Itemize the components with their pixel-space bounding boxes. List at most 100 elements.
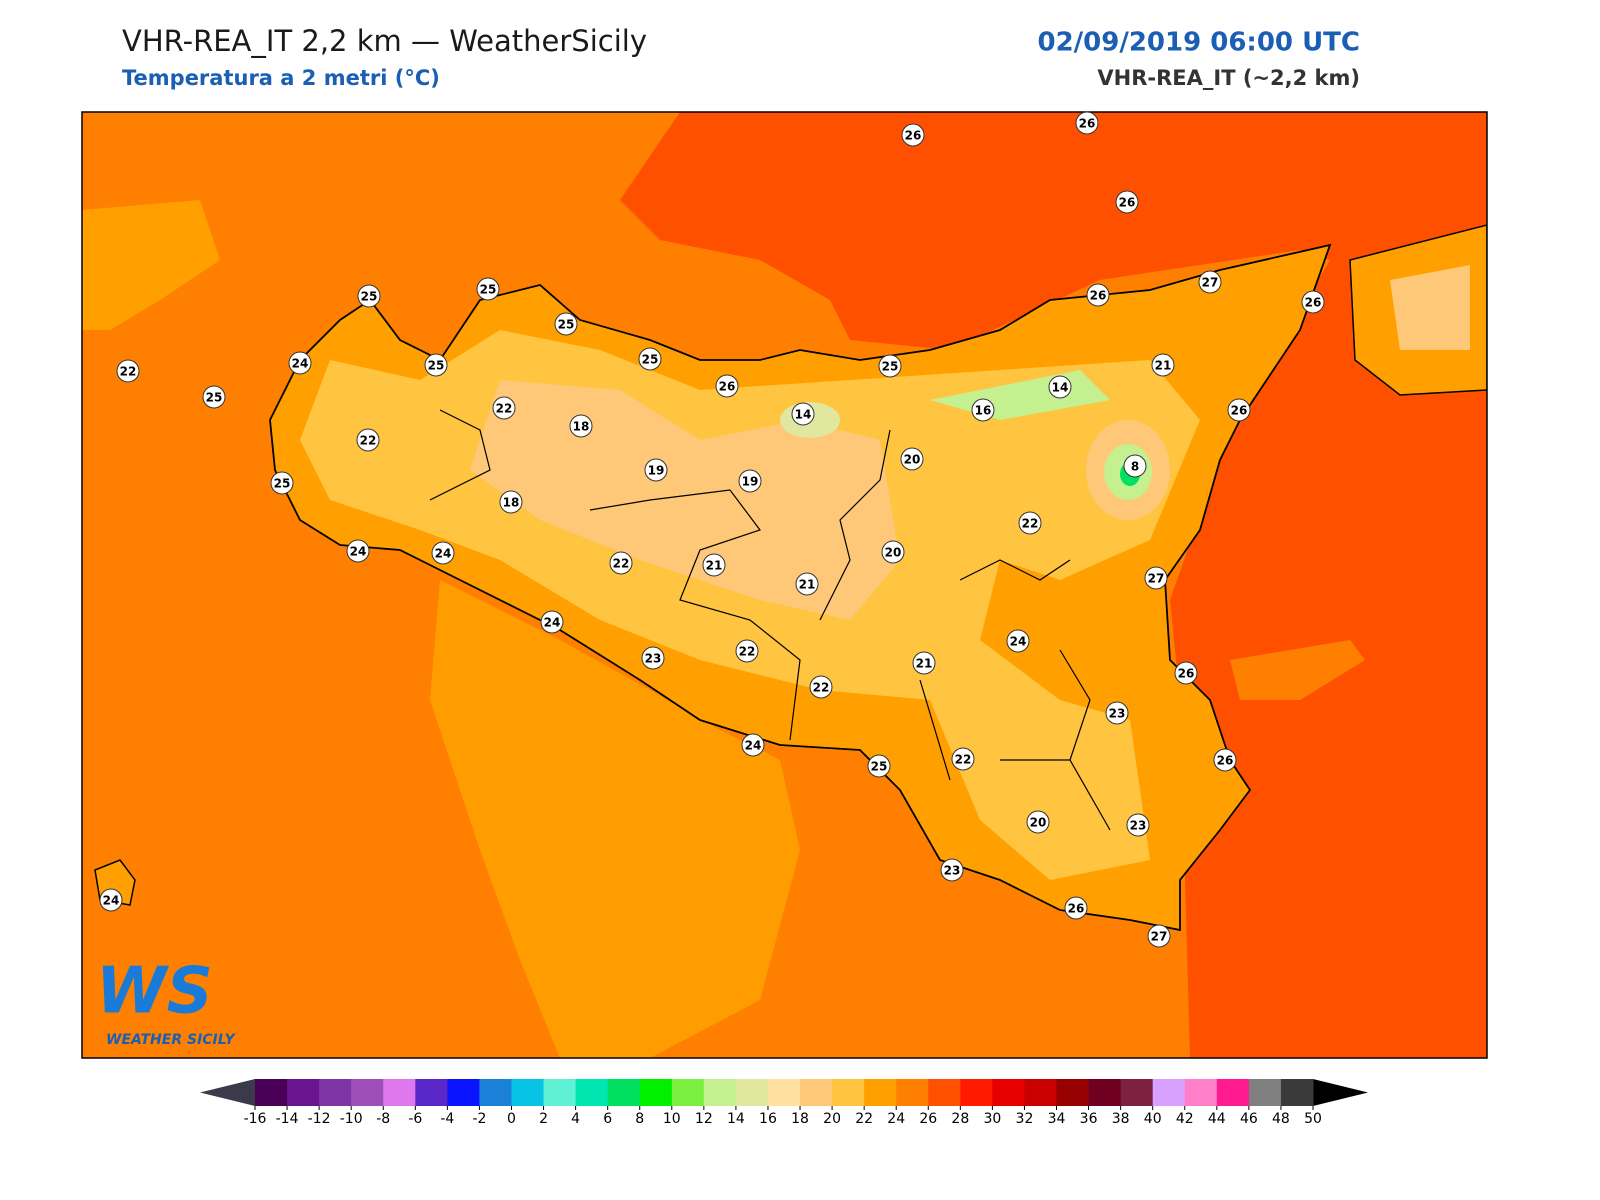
station-marker	[867, 754, 891, 778]
calabria-inland	[1390, 265, 1470, 350]
station-value: 26	[1217, 754, 1234, 768]
colorbar-tick-label: 8	[635, 1111, 644, 1127]
colorbar-box	[479, 1079, 512, 1106]
land-patch	[82, 200, 220, 330]
colorbar-box	[511, 1079, 545, 1106]
colorbar-box	[864, 1079, 897, 1106]
station-value: 22	[739, 645, 756, 659]
colorbar-tick-label: 2	[539, 1111, 548, 1127]
station-value: 22	[496, 402, 513, 416]
station-value: 26	[1305, 296, 1322, 310]
station-marker	[1144, 566, 1168, 590]
colorbar-tick-label: 32	[1016, 1111, 1034, 1127]
colorbar-box	[1152, 1079, 1186, 1106]
station-value: 19	[648, 464, 665, 478]
colorbar-box	[1248, 1079, 1282, 1106]
station-marker	[357, 284, 381, 308]
station-marker	[492, 396, 516, 420]
sea-patch	[1230, 640, 1365, 700]
colorbar-tick-label: 38	[1112, 1111, 1130, 1127]
colorbar-tick-label: 44	[1208, 1111, 1226, 1127]
colorbar-tick-label: -12	[308, 1111, 331, 1127]
station-value: 22	[120, 365, 137, 379]
station-value: 24	[745, 739, 762, 753]
colorbar-box	[543, 1079, 577, 1106]
station-marker	[476, 277, 500, 301]
colorbar-box	[607, 1079, 641, 1106]
colorbar-tick-label: -16	[244, 1111, 267, 1127]
colorbar-tick-label: -14	[276, 1111, 299, 1127]
colorbar-tick-label: -4	[440, 1111, 454, 1127]
station-value: 27	[1202, 276, 1219, 290]
station-marker	[702, 553, 726, 577]
station-value: 23	[1109, 707, 1126, 721]
station-value: 22	[1022, 517, 1039, 531]
colorbar-box	[671, 1079, 705, 1106]
map-area	[82, 112, 1487, 1058]
station-marker	[940, 858, 964, 882]
station-value: 22	[813, 681, 830, 695]
station-value: 25	[361, 290, 378, 304]
colorbar-box	[1280, 1079, 1314, 1106]
station-marker	[99, 888, 123, 912]
colorbar-box	[896, 1079, 929, 1106]
colorbar-tick-label: -8	[376, 1111, 390, 1127]
colorbar-tick-label: 0	[507, 1111, 516, 1127]
station-value: 22	[360, 434, 377, 448]
model: VHR-REA_IT (~2,2 km)	[1097, 66, 1360, 90]
station-value: 24	[435, 547, 452, 561]
colorbar-box	[1056, 1079, 1090, 1106]
station-value: 18	[503, 496, 520, 510]
colorbar-box	[767, 1079, 801, 1106]
colorbar-tick-label: 4	[571, 1111, 580, 1127]
station-marker	[641, 646, 665, 670]
station-marker	[499, 490, 523, 514]
station-marker	[1115, 190, 1139, 214]
colorbar-box	[1024, 1079, 1058, 1106]
colorbar-tick-label: 46	[1240, 1111, 1258, 1127]
colorbar-box	[1184, 1079, 1218, 1106]
station-marker	[1198, 270, 1222, 294]
station-value: 16	[975, 404, 992, 418]
colorbar-tick-label: 18	[791, 1111, 809, 1127]
colorbar-tick-label: 10	[663, 1111, 681, 1127]
station-value: 21	[706, 559, 723, 573]
station-marker	[638, 347, 662, 371]
colorbar-box	[1120, 1079, 1154, 1106]
colorbar-box	[351, 1079, 384, 1106]
station-marker	[738, 469, 762, 493]
colorbar-tick-label: -6	[408, 1111, 422, 1127]
colorbar-tick-label: 48	[1272, 1111, 1290, 1127]
colorbar-tick-label: 26	[919, 1111, 937, 1127]
station-marker	[1105, 701, 1129, 725]
colorbar-tick-label: 20	[823, 1111, 841, 1127]
station-value: 24	[350, 545, 367, 559]
colorbar-tick-label: -2	[472, 1111, 486, 1127]
station-value: 24	[292, 357, 309, 371]
station-marker	[878, 354, 902, 378]
station-marker	[1086, 283, 1110, 307]
subtitle: Temperatura a 2 metri (°C)	[122, 66, 440, 90]
station-marker	[346, 539, 370, 563]
station-marker	[116, 359, 140, 383]
station-value: 22	[613, 557, 630, 571]
colorbar-box	[319, 1079, 352, 1106]
station-value: 14	[795, 408, 812, 422]
station-marker	[951, 747, 975, 771]
warm-sea	[620, 112, 1487, 1058]
station-marker	[715, 374, 739, 398]
colorbar-tick-label: 36	[1080, 1111, 1098, 1127]
station-value: 21	[799, 578, 816, 592]
station-marker	[1213, 748, 1237, 772]
station-value: 18	[573, 420, 590, 434]
colorbar-box	[928, 1079, 961, 1106]
station-value: 23	[1130, 819, 1147, 833]
colorbar-tick-label: 50	[1304, 1111, 1322, 1127]
station-value: 21	[1155, 359, 1172, 373]
logo-letters: WS	[96, 955, 213, 1029]
station-marker	[741, 733, 765, 757]
colorbar-box	[415, 1079, 448, 1106]
station-value: 23	[645, 652, 662, 666]
map-frame	[81, 111, 1488, 1059]
